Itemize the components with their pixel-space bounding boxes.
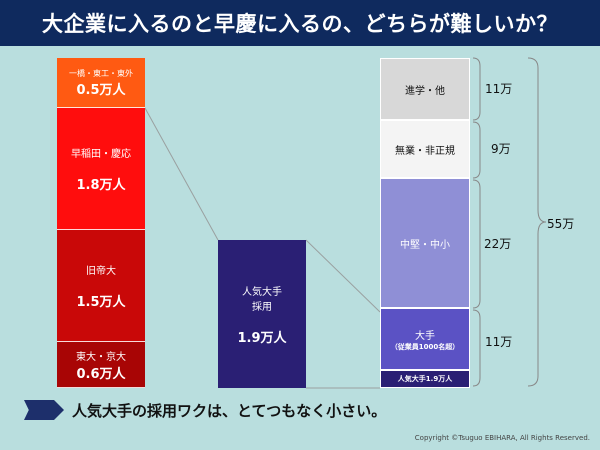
connector-right-top: [305, 239, 381, 313]
left-seg-hitotsubashi: 一橋・東工・東外 0.5万人: [57, 58, 145, 108]
seg-value: 0.6万人: [76, 366, 126, 382]
seg-name: 無業・非正規: [395, 145, 455, 157]
page-title: 大企業に入るのと早慶に入るの、どちらが難しいか？: [0, 0, 600, 46]
copyright: Copyright ©Tsuguo EBIHARA, All Rights Re…: [414, 434, 590, 442]
bracket-total: [527, 57, 547, 387]
left-seg-kyuteidai: 旧帝大 1.5万人: [57, 230, 145, 342]
right-seg-chuken: 中堅・中小: [380, 178, 470, 308]
right-seg-mugyo: 無業・非正規: [380, 120, 470, 178]
count-label-ote: 11万: [485, 335, 513, 349]
bracket-11b: [472, 309, 481, 387]
right-seg-popular: 人気大手1.9万人: [380, 370, 470, 388]
connector-left-top: [144, 107, 219, 241]
seg-name: 中堅・中小: [400, 239, 450, 251]
count-label-shingaku: 11万: [485, 82, 513, 96]
middle-bar-name: 人気大手 採用: [242, 286, 282, 313]
arrow-icon: [24, 400, 64, 420]
seg-name: 旧帝大: [86, 265, 116, 277]
seg-value: 1.5万人: [76, 294, 126, 310]
seg-value: 0.5万人: [76, 82, 126, 98]
left-seg-todai-kyodai: 東大・京大 0.6万人: [57, 342, 145, 388]
left-seg-waseda-keio: 早稲田・慶応 1.8万人: [57, 108, 145, 230]
seg-name: 大手: [415, 330, 435, 342]
seg-name: 東大・京大: [76, 351, 126, 363]
seg-name: 人気大手1.9万人: [397, 375, 453, 383]
count-label-total: 55万: [547, 217, 575, 231]
count-label-chuken: 22万: [484, 237, 512, 251]
right-seg-shingaku: 進学・他: [380, 58, 470, 120]
middle-bar-value: 1.9万人: [237, 330, 287, 346]
bracket-11a: [472, 57, 481, 121]
seg-name: 進学・他: [405, 85, 445, 97]
conclusion-text: 人気大手の採用ワクは、とてつもなく小さい。: [72, 401, 387, 420]
seg-value: 1.8万人: [76, 177, 126, 193]
right-seg-ote: 大手 （従業員1000名超）: [380, 308, 470, 370]
bracket-9: [472, 121, 481, 179]
seg-name: 早稲田・慶応: [71, 148, 131, 160]
seg-note: （従業員1000名超）: [390, 342, 460, 351]
middle-bar-popular-hiring: 人気大手 採用 1.9万人: [218, 240, 306, 388]
bracket-22: [472, 179, 481, 309]
count-label-mugyo: 9万: [491, 142, 511, 156]
conclusion: 人気大手の採用ワクは、とてつもなく小さい。: [24, 398, 386, 422]
seg-name: 一橋・東工・東外: [69, 68, 133, 78]
